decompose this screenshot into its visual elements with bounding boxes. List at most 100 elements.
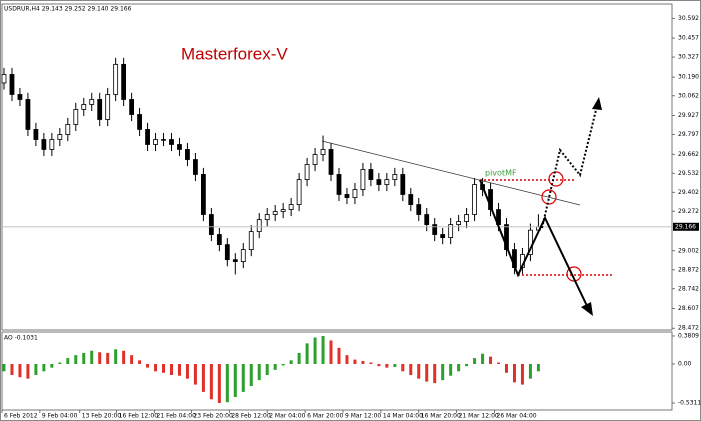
candle-body xyxy=(65,124,71,135)
x-tick-label: 21 Feb 04:00 xyxy=(157,413,197,420)
ao-title: AO -0.1031 xyxy=(4,335,38,342)
candle-body xyxy=(57,134,63,140)
candle-body xyxy=(504,224,509,250)
ao-bar xyxy=(209,363,213,400)
arrow-head xyxy=(592,97,602,110)
ao-bar xyxy=(98,352,102,364)
watermark: Masterforex-V xyxy=(181,44,288,63)
ao-bar xyxy=(417,363,421,379)
candle-body xyxy=(336,174,342,195)
y-tick-label: 28.607 xyxy=(678,305,699,312)
candle-body xyxy=(232,259,238,262)
x-tick-label: 6 Mar 20:00 xyxy=(307,413,343,420)
y-tick-label: 30.190 xyxy=(678,74,699,81)
ao-bar xyxy=(297,352,301,364)
trend-line xyxy=(321,140,581,206)
y-tick-label: 0.3809 xyxy=(678,332,699,339)
ao-bar xyxy=(106,352,110,364)
x-tick-label: 6 Feb 2012 xyxy=(4,413,38,420)
y-tick-label: 28.872 xyxy=(678,266,699,273)
candle-body xyxy=(193,159,198,175)
candle-body xyxy=(240,249,246,262)
y-tick-label: -0.5311 xyxy=(678,400,701,407)
ao-bar xyxy=(114,349,118,364)
ao-bar xyxy=(66,358,70,364)
candle-body xyxy=(121,63,127,100)
ao-bar xyxy=(497,362,501,364)
candle-body xyxy=(368,169,374,180)
x-tick-label: 26 Mar 04:00 xyxy=(497,413,537,420)
ao-bar xyxy=(201,363,205,392)
y-tick-label: 30.327 xyxy=(678,54,699,61)
ao-bar xyxy=(26,363,30,379)
ao-bar xyxy=(369,362,373,364)
ao-bar xyxy=(504,363,508,373)
candle-body xyxy=(280,209,286,212)
arrow-head xyxy=(581,302,593,316)
y-tick-label: 29.662 xyxy=(678,151,699,158)
ao-bar xyxy=(449,363,453,376)
ao-bar xyxy=(361,361,365,364)
ao-bar xyxy=(58,362,62,364)
candle-body xyxy=(25,99,31,130)
x-tick-label: 9 Feb 04:00 xyxy=(42,413,78,420)
candle-body xyxy=(344,194,350,198)
candle-body xyxy=(272,211,278,215)
ao-bar xyxy=(225,363,229,403)
ao-bar xyxy=(481,353,485,364)
x-tick-label: 14 Mar 04:00 xyxy=(383,413,423,420)
candle-body xyxy=(33,129,39,140)
candle-body xyxy=(200,174,206,215)
candle-body xyxy=(360,169,366,190)
ao-bar xyxy=(313,337,317,364)
x-tick-label: 13 Feb 20:00 xyxy=(82,413,122,420)
x-tick-label: 16 Feb 12:00 xyxy=(119,413,159,420)
ao-bar xyxy=(146,363,150,368)
ao-bar xyxy=(82,352,86,364)
ao-bar xyxy=(130,355,134,364)
x-tick-label: 23 Feb 20:00 xyxy=(193,413,233,420)
x-tick-label: 16 Mar 20:00 xyxy=(421,413,461,420)
ao-bar xyxy=(441,363,445,381)
candle-body xyxy=(208,214,214,235)
y-tick-label: 29.797 xyxy=(678,131,699,138)
ao-bar xyxy=(138,360,142,364)
ao-bar xyxy=(329,340,333,364)
ao-bar xyxy=(50,363,54,368)
ao-bar xyxy=(337,347,341,364)
candle-body xyxy=(41,139,47,150)
ao-bar xyxy=(217,363,221,403)
candle-body xyxy=(17,94,23,100)
x-tick-label: 21 Mar 12:00 xyxy=(459,413,499,420)
ao-bar xyxy=(265,363,269,376)
y-tick-label: 29.402 xyxy=(678,189,699,196)
x-tick-label: 9 Mar 12:00 xyxy=(345,413,381,420)
ao-bar xyxy=(34,363,38,376)
candle-body xyxy=(416,204,422,215)
ao-bar xyxy=(473,358,477,364)
ao-bar xyxy=(353,359,357,364)
y-tick-label: 28.472 xyxy=(678,325,699,332)
y-tick-label: 30.457 xyxy=(678,35,699,42)
ao-bar xyxy=(512,363,516,383)
candle-body xyxy=(392,174,398,180)
candle-body xyxy=(145,129,150,145)
candle-body xyxy=(448,224,454,239)
ao-bar xyxy=(122,350,126,364)
candle-body xyxy=(352,189,358,198)
candle-body xyxy=(97,99,103,120)
candle-body xyxy=(185,149,190,160)
candle-body xyxy=(169,139,174,145)
y-tick-label: 0.00 xyxy=(678,360,692,367)
price-panel xyxy=(1,3,673,331)
candle-body xyxy=(312,154,318,165)
ao-bar xyxy=(457,363,461,372)
candle-body xyxy=(73,109,79,125)
candle-body xyxy=(320,149,326,155)
candle-body xyxy=(216,234,222,246)
ao-bar xyxy=(193,363,197,385)
y-tick-label: 29.927 xyxy=(678,112,699,119)
candle-body xyxy=(424,214,430,225)
candle-body xyxy=(376,179,382,185)
ao-bar xyxy=(185,363,189,379)
